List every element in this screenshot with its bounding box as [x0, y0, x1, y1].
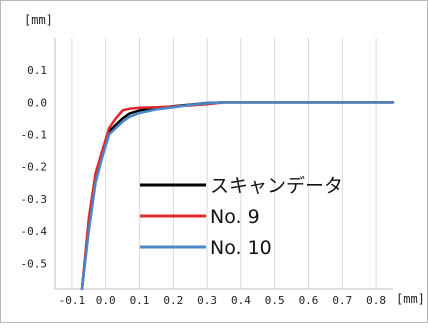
legend-label-2: No. 9 — [210, 206, 260, 228]
y-tick-label: -0.5 — [21, 257, 48, 270]
grid-layer — [71, 38, 377, 289]
x-tick-label: 0.7 — [332, 294, 352, 307]
y-tick-label: 0.0 — [27, 96, 47, 109]
x-tick-label: 0.3 — [197, 294, 217, 307]
y-tick-label: -0.3 — [21, 193, 48, 206]
x-unit-label: [mm] — [396, 292, 425, 306]
y-tick-label: -0.2 — [21, 161, 48, 174]
x-tick-label: 0.1 — [130, 294, 150, 307]
label-layer: [mm] [mm] -0.1 0.0 0.1 0.2 0.3 0.4 0.5 0.6 0.7 0.… — [21, 13, 425, 307]
series-line-3 — [80, 101, 395, 291]
x-tick-label: 0.5 — [265, 294, 285, 307]
series-layer — [80, 101, 395, 291]
legend-label-1: スキャンデータ — [210, 175, 343, 197]
legend-label-3: No. 10 — [210, 237, 272, 259]
axis-layer — [54, 38, 393, 290]
x-tick-label: 0.4 — [231, 294, 251, 307]
x-tick-label: -0.1 — [59, 294, 86, 307]
x-tick-label: 0.8 — [366, 294, 386, 307]
y-unit-label: [mm] — [24, 13, 53, 27]
x-tick-label: 0.0 — [96, 294, 116, 307]
x-tick-label: 0.2 — [163, 294, 183, 307]
y-tick-label: 0.1 — [27, 64, 47, 77]
legend: スキャンデータ No. 9 No. 10 — [140, 175, 343, 259]
y-tick-label: -0.4 — [21, 225, 48, 238]
x-tick-label: 0.6 — [299, 294, 319, 307]
y-tick-label: -0.1 — [21, 129, 48, 142]
